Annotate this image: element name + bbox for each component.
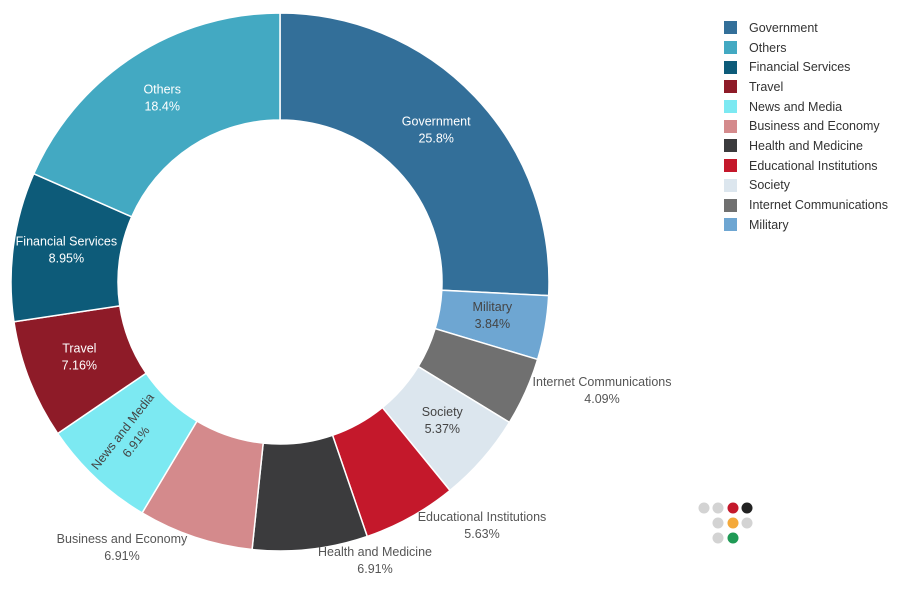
legend-label: Educational Institutions bbox=[749, 158, 878, 173]
slice-label-military: Military 3.84% bbox=[473, 300, 513, 331]
slice-label-educational-institutions: Educational Institutions 5.63% bbox=[418, 510, 547, 541]
slice-value-label: 3.84% bbox=[475, 317, 510, 331]
slice-value-label: 5.37% bbox=[425, 422, 460, 436]
slice-category-label: Financial Services bbox=[16, 234, 117, 248]
legend-item-travel[interactable]: Travel bbox=[724, 77, 888, 97]
brand-logo-dots bbox=[698, 502, 753, 544]
slice-label-internet-communications: Internet Communications 4.09% bbox=[533, 375, 672, 406]
logo-dot bbox=[741, 502, 753, 514]
legend-swatch bbox=[724, 218, 737, 232]
logo-dot bbox=[712, 532, 724, 544]
legend-item-news-and-media[interactable]: News and Media bbox=[724, 97, 888, 117]
legend-swatch bbox=[724, 60, 737, 74]
slice-value-label: 25.8% bbox=[418, 132, 453, 146]
logo-dot bbox=[698, 502, 710, 514]
chart-legend: Government Others Financial Services Travel… bbox=[724, 18, 888, 235]
logo-dot bbox=[712, 517, 724, 529]
legend-swatch bbox=[724, 119, 737, 133]
legend-label: Government bbox=[749, 20, 818, 35]
legend-item-society[interactable]: Society bbox=[724, 176, 888, 196]
legend-item-others[interactable]: Others bbox=[724, 38, 888, 58]
legend-item-health-and-medicine[interactable]: Health and Medicine bbox=[724, 136, 888, 156]
slice-value-label: 4.09% bbox=[584, 392, 619, 406]
logo-dot bbox=[727, 532, 739, 544]
legend-label: News and Media bbox=[749, 99, 843, 114]
logo-dot bbox=[727, 517, 739, 529]
legend-swatch bbox=[724, 198, 737, 212]
slice-category-label: Society bbox=[422, 405, 464, 419]
legend-swatch bbox=[724, 159, 737, 173]
legend-label: Military bbox=[749, 217, 789, 232]
legend-swatch bbox=[724, 80, 737, 94]
slice-category-label: Others bbox=[143, 83, 181, 97]
legend-label: Travel bbox=[749, 79, 784, 94]
legend-item-government[interactable]: Government bbox=[724, 18, 888, 38]
slice-label-society: Society 5.37% bbox=[422, 405, 464, 436]
slice-category-label: Government bbox=[402, 115, 471, 129]
legend-label: Health and Medicine bbox=[749, 138, 863, 153]
logo-dot bbox=[712, 502, 724, 514]
legend-swatch bbox=[724, 21, 737, 35]
slice-label-travel: Travel 7.16% bbox=[62, 342, 97, 373]
legend-swatch bbox=[724, 41, 737, 55]
legend-label: Internet Communications bbox=[749, 198, 888, 213]
slice-category-label: Internet Communications bbox=[533, 375, 672, 389]
slice-category-label: Business and Economy bbox=[57, 532, 188, 546]
slice-label-health-and-medicine: Health and Medicine 6.91% bbox=[318, 545, 432, 576]
slice-label-financial-services: Financial Services 8.95% bbox=[16, 234, 117, 265]
donut-slices bbox=[10, 12, 550, 552]
slice-category-label: Health and Medicine bbox=[318, 545, 432, 559]
logo-dot bbox=[727, 502, 739, 514]
slice-value-label: 8.95% bbox=[49, 251, 84, 265]
legend-item-military[interactable]: Military bbox=[724, 215, 888, 235]
slice-value-label: 5.63% bbox=[464, 527, 499, 541]
logo-dot bbox=[741, 517, 753, 529]
legend-swatch bbox=[724, 139, 737, 153]
slice-others[interactable] bbox=[32, 12, 281, 218]
legend-swatch bbox=[724, 178, 737, 192]
legend-label: Society bbox=[749, 178, 790, 193]
slice-value-label: 6.91% bbox=[357, 562, 392, 576]
slice-category-label: Travel bbox=[62, 342, 96, 356]
legend-item-educational-institutions[interactable]: Educational Institutions bbox=[724, 156, 888, 176]
legend-label: Financial Services bbox=[749, 60, 851, 75]
legend-item-internet-communications[interactable]: Internet Communications bbox=[724, 195, 888, 215]
slice-value-label: 6.91% bbox=[104, 549, 139, 563]
slice-government[interactable] bbox=[279, 12, 550, 297]
slice-category-label: Military bbox=[473, 300, 513, 314]
slice-value-label: 18.4% bbox=[144, 100, 179, 114]
slice-label-business-and-economy: Business and Economy 6.91% bbox=[57, 532, 188, 563]
slice-label-others: Others 18.4% bbox=[143, 83, 181, 114]
legend-item-financial-services[interactable]: Financial Services bbox=[724, 57, 888, 77]
slice-category-label: Educational Institutions bbox=[418, 510, 547, 524]
slice-value-label: 7.16% bbox=[62, 359, 97, 373]
legend-item-business-and-economy[interactable]: Business and Economy bbox=[724, 116, 888, 136]
slice-label-government: Government 25.8% bbox=[402, 115, 471, 146]
legend-label: Business and Economy bbox=[749, 119, 880, 134]
legend-label: Others bbox=[749, 40, 787, 55]
legend-swatch bbox=[724, 100, 737, 114]
